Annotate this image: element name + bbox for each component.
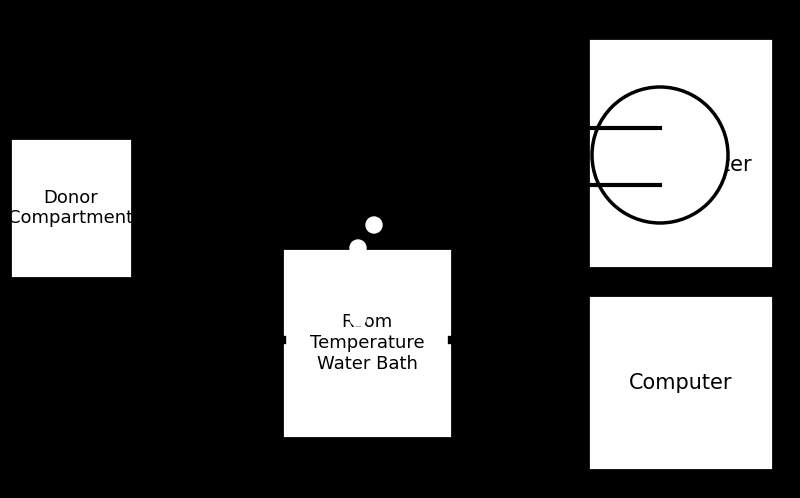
Ellipse shape [334,264,350,280]
Ellipse shape [366,217,382,233]
FancyBboxPatch shape [10,138,132,278]
Ellipse shape [318,287,334,303]
Text: Room
Temperature
Water Bath: Room Temperature Water Bath [310,313,424,373]
Text: Donor
Compartment: Donor Compartment [9,189,134,228]
Ellipse shape [382,287,398,303]
Text: Mass
Spectrometer: Mass Spectrometer [609,131,752,175]
FancyBboxPatch shape [588,38,773,268]
FancyBboxPatch shape [588,295,773,470]
Ellipse shape [350,310,366,326]
FancyBboxPatch shape [282,248,452,438]
Ellipse shape [350,240,366,256]
Ellipse shape [592,87,728,223]
Ellipse shape [366,264,382,280]
Text: Computer: Computer [629,373,732,392]
